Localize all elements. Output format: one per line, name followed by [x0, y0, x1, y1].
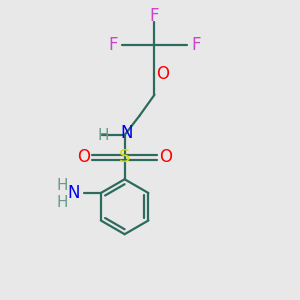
Text: N: N	[67, 184, 80, 202]
Text: F: F	[109, 37, 118, 55]
Text: O: O	[156, 65, 169, 83]
Text: H: H	[57, 195, 68, 210]
Text: O: O	[77, 148, 90, 166]
Text: S: S	[119, 148, 130, 166]
Text: H: H	[57, 178, 68, 193]
Text: N: N	[121, 124, 133, 142]
Text: F: F	[191, 37, 200, 55]
Text: O: O	[159, 148, 172, 166]
Text: F: F	[150, 7, 159, 25]
Text: H: H	[98, 128, 110, 142]
